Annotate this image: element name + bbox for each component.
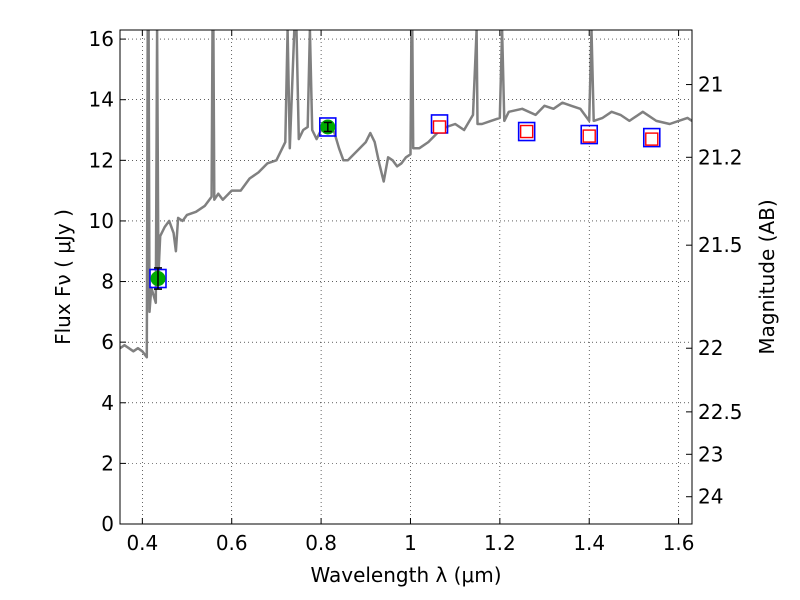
right-tick-label: 22.5 [698,400,743,424]
y-tick-label: 10 [89,209,114,233]
axis-ticks: 0.4 0.6 0.8 1 1.2 1.4 1.602468101214162121.221… [89,27,743,555]
upper-limit-marker [519,124,534,139]
model-flux-box [517,121,536,142]
y-tick-label: 14 [89,88,114,112]
x-tick-label: 1.4 [573,531,605,555]
grid-lines [120,30,692,525]
x-tick-label: 0.8 [305,531,337,555]
x-tick-label: 1 [404,531,417,555]
model-flux-box [318,117,337,137]
y-tick-label: 12 [89,148,114,172]
right-tick-label: 21 [698,73,723,97]
spectrum-layer [120,30,692,359]
model-flux-box [580,124,599,145]
upper-limit-marker [582,129,596,143]
right-tick-label: 21.5 [698,233,743,257]
photometry-markers [149,114,661,290]
model-flux-box [642,127,661,148]
y-tick-label: 6 [101,330,114,354]
right-tick-label: 24 [698,485,723,509]
x-tick-label: 0.6 [216,531,248,555]
x-tick-label: 1.2 [484,531,516,555]
plot-frame [119,29,693,525]
upper-limit-marker [432,120,447,134]
x-tick-label: 0.4 [126,531,158,555]
y-tick-label: 16 [89,27,114,51]
y-tick-label: 2 [101,451,114,475]
y-tick-label: 8 [101,270,114,294]
right-tick-label: 22 [698,336,723,360]
spectrum-line [120,30,692,359]
y-tick-label: 4 [101,391,114,415]
y-axis-right-label: Magnitude (AB) [755,199,779,354]
upper-limit-marker [645,132,659,146]
y-axis-label: Flux Fν ( μJy ) [51,209,75,345]
right-tick-label: 23 [698,442,723,466]
y-tick-label: 0 [101,512,114,536]
right-tick-label: 21.2 [698,145,743,169]
x-tick-label: 1.6 [663,531,695,555]
x-axis-label: Wavelength λ (μm) [310,563,501,587]
